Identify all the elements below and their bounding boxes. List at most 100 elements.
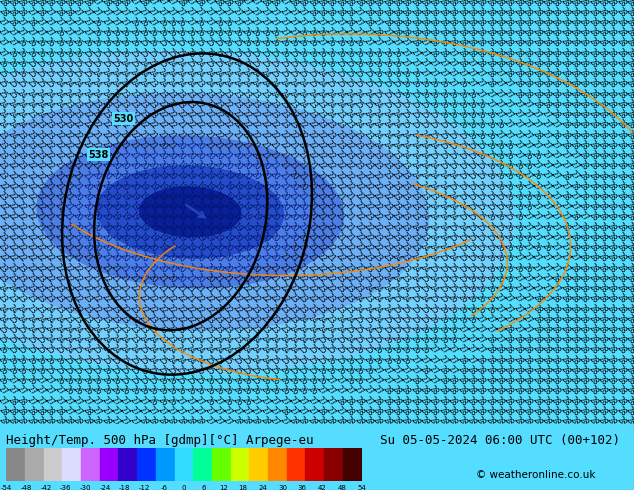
Text: 26: 26 xyxy=(109,26,122,39)
Text: 27: 27 xyxy=(512,302,525,316)
Text: 24: 24 xyxy=(306,313,319,326)
Text: 28: 28 xyxy=(587,303,600,316)
Text: 24: 24 xyxy=(174,343,188,357)
Text: 21: 21 xyxy=(81,262,94,275)
Text: 28: 28 xyxy=(427,6,441,19)
Text: 25: 25 xyxy=(474,262,488,275)
Text: 19: 19 xyxy=(203,251,216,265)
Text: 28: 28 xyxy=(418,6,431,19)
Text: 28: 28 xyxy=(0,6,10,19)
Text: 28: 28 xyxy=(624,220,634,234)
Text: 21: 21 xyxy=(100,251,113,265)
Text: 23: 23 xyxy=(306,98,319,111)
Text: 26: 26 xyxy=(81,385,94,397)
Text: 24: 24 xyxy=(81,333,94,346)
Text: 23: 23 xyxy=(399,159,413,172)
Text: 25: 25 xyxy=(268,57,281,70)
Text: 28: 28 xyxy=(72,0,85,9)
Text: 27: 27 xyxy=(231,405,244,418)
Text: 24: 24 xyxy=(372,128,384,142)
Text: 27: 27 xyxy=(568,220,581,234)
Text: 26: 26 xyxy=(72,47,85,60)
Text: 24: 24 xyxy=(34,313,47,326)
Text: 24: 24 xyxy=(409,272,422,285)
Text: 24: 24 xyxy=(409,220,422,234)
Text: 22: 22 xyxy=(44,139,56,152)
Text: 28: 28 xyxy=(503,6,515,19)
Text: 27: 27 xyxy=(521,139,534,152)
Text: 27: 27 xyxy=(156,6,169,19)
Text: 23: 23 xyxy=(259,98,272,111)
Text: 28: 28 xyxy=(605,220,619,234)
Text: 22: 22 xyxy=(34,251,47,265)
Text: 26: 26 xyxy=(212,385,225,397)
Text: 25: 25 xyxy=(306,343,319,357)
Text: 28: 28 xyxy=(624,395,634,408)
Text: 28: 28 xyxy=(493,405,506,418)
Text: 26: 26 xyxy=(503,159,515,172)
Text: 25: 25 xyxy=(231,354,244,367)
Text: 26: 26 xyxy=(493,170,507,183)
Text: 25: 25 xyxy=(240,57,254,70)
Text: 20: 20 xyxy=(212,159,225,172)
Text: 22: 22 xyxy=(6,159,19,172)
Text: 23: 23 xyxy=(15,139,29,152)
Text: 27: 27 xyxy=(0,36,10,49)
Text: 26: 26 xyxy=(512,180,525,193)
Text: -12: -12 xyxy=(139,485,150,490)
Text: 26: 26 xyxy=(278,36,291,49)
Text: 26: 26 xyxy=(362,47,375,60)
Text: 24: 24 xyxy=(250,343,262,357)
Text: 23: 23 xyxy=(380,211,394,223)
Text: 22: 22 xyxy=(34,180,47,193)
Text: 24: 24 xyxy=(390,119,403,131)
Text: 24: 24 xyxy=(287,77,300,91)
Text: 24: 24 xyxy=(6,128,19,142)
Text: 28: 28 xyxy=(624,354,634,367)
Text: 27: 27 xyxy=(325,394,338,408)
Text: 28: 28 xyxy=(503,395,515,408)
Text: 22: 22 xyxy=(334,241,347,254)
Text: 28: 28 xyxy=(493,395,506,408)
Text: 26: 26 xyxy=(521,262,534,275)
Text: 27: 27 xyxy=(399,36,413,49)
Text: 27: 27 xyxy=(334,16,347,29)
Text: 24: 24 xyxy=(362,323,375,336)
Text: 24: 24 xyxy=(15,119,29,131)
Text: 28: 28 xyxy=(624,343,634,357)
Text: 23: 23 xyxy=(34,119,47,131)
Text: 27: 27 xyxy=(296,16,309,29)
Text: 28: 28 xyxy=(605,149,619,162)
Text: 22: 22 xyxy=(15,200,29,213)
Text: 28: 28 xyxy=(549,323,562,336)
Text: 25: 25 xyxy=(353,77,366,91)
Text: 26: 26 xyxy=(437,88,450,101)
Text: 28: 28 xyxy=(90,415,103,428)
Text: 27: 27 xyxy=(203,0,216,9)
Text: 28: 28 xyxy=(587,180,600,193)
Text: 23: 23 xyxy=(390,170,403,183)
Text: 27: 27 xyxy=(437,343,450,357)
Text: 23: 23 xyxy=(6,139,19,152)
Text: 27: 27 xyxy=(465,77,478,91)
Text: 22: 22 xyxy=(53,129,66,142)
Text: 28: 28 xyxy=(418,415,431,428)
Text: 23: 23 xyxy=(62,313,75,326)
Text: 25: 25 xyxy=(296,57,309,70)
Text: 26: 26 xyxy=(119,385,131,397)
Text: 21: 21 xyxy=(62,241,75,254)
Text: 24: 24 xyxy=(6,119,19,131)
Text: 22: 22 xyxy=(6,180,19,193)
Text: 26: 26 xyxy=(90,385,103,397)
Text: 21: 21 xyxy=(81,251,94,265)
Text: 25: 25 xyxy=(34,343,47,357)
Text: 26: 26 xyxy=(503,149,515,162)
Text: 28: 28 xyxy=(605,385,619,397)
Text: 21: 21 xyxy=(72,180,85,193)
Text: 19: 19 xyxy=(174,231,188,244)
Text: 18: 18 xyxy=(165,211,178,223)
Text: 20: 20 xyxy=(268,211,281,223)
Text: 26: 26 xyxy=(493,262,507,275)
Text: 22: 22 xyxy=(6,251,19,265)
Text: 21: 21 xyxy=(212,272,225,285)
